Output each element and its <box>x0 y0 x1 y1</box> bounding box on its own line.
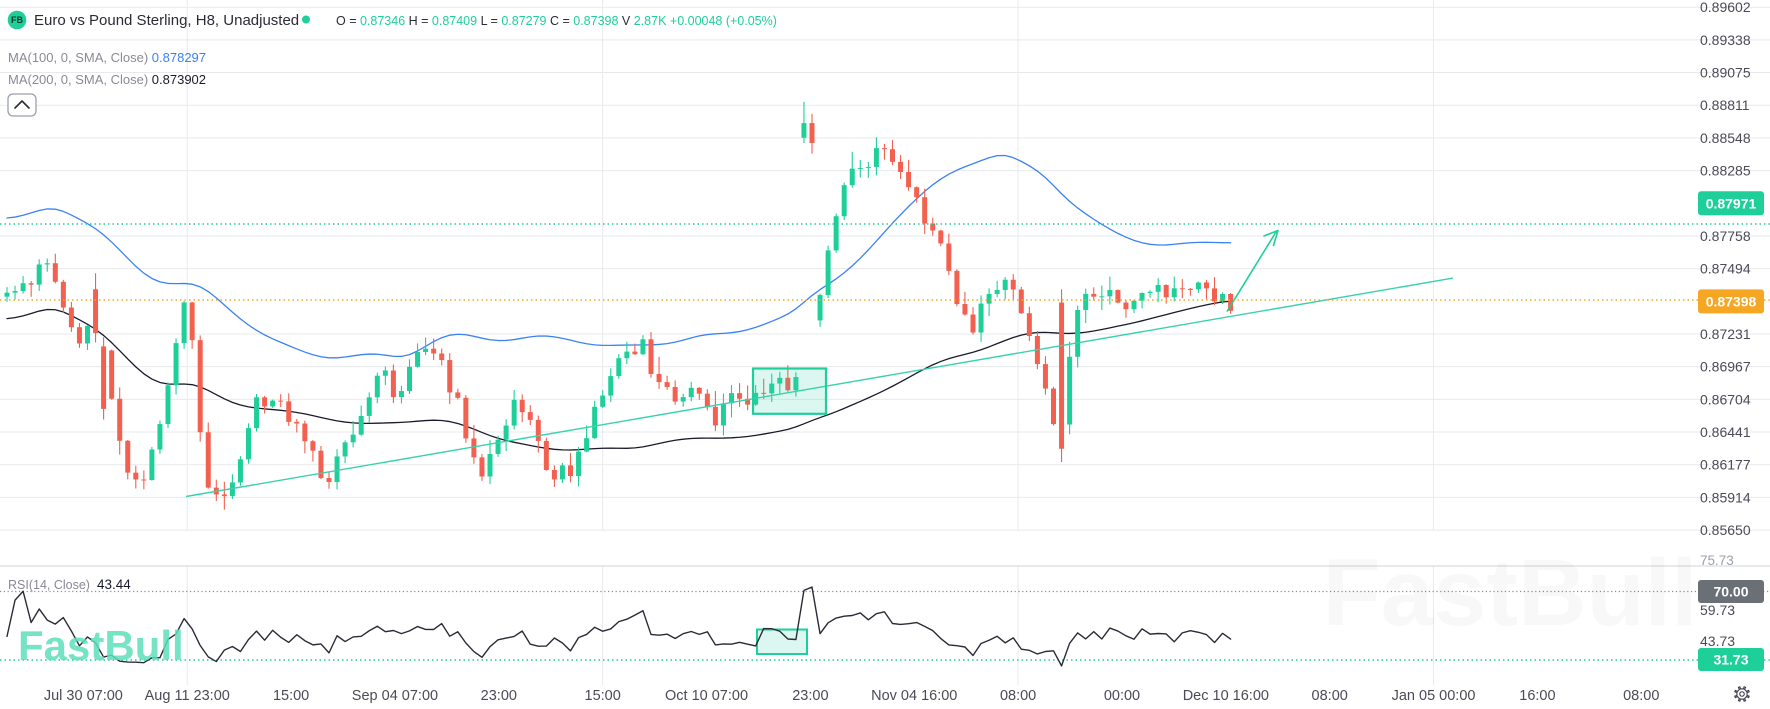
svg-text:0.85914: 0.85914 <box>1700 489 1751 505</box>
svg-text:31.73: 31.73 <box>1713 652 1748 668</box>
svg-text:0.89602: 0.89602 <box>1700 0 1751 15</box>
svg-text:Dec 10 16:00: Dec 10 16:00 <box>1183 688 1269 704</box>
svg-text:43.44: 43.44 <box>97 577 131 592</box>
svg-text:43.73: 43.73 <box>1700 633 1735 649</box>
svg-text:0.87971: 0.87971 <box>1706 195 1757 211</box>
svg-text:0.89338: 0.89338 <box>1700 32 1751 48</box>
svg-text:Jul 30 07:00: Jul 30 07:00 <box>44 688 123 704</box>
svg-text:0.87231: 0.87231 <box>1700 326 1751 342</box>
svg-text:0.85650: 0.85650 <box>1700 522 1751 538</box>
svg-text:0.86441: 0.86441 <box>1700 424 1751 440</box>
svg-text:O = 0.87346 H = 0.87409 L: O = 0.87346 H = 0.87409 L = 0.87279 C = … <box>336 14 777 28</box>
svg-text:Aug 11 23:00: Aug 11 23:00 <box>145 688 230 704</box>
svg-text:0.88811: 0.88811 <box>1700 97 1750 113</box>
svg-text:FastBull: FastBull <box>18 622 184 669</box>
svg-text:75.73: 75.73 <box>1700 553 1734 568</box>
svg-text:08:00: 08:00 <box>1312 688 1348 704</box>
svg-text:00:00: 00:00 <box>1104 688 1140 704</box>
svg-text:Oct 10 07:00: Oct 10 07:00 <box>665 688 748 704</box>
svg-text:0.86177: 0.86177 <box>1700 457 1751 473</box>
svg-text:08:00: 08:00 <box>1623 688 1659 704</box>
svg-text:Euro vs Pound Sterling, H8, Un: Euro vs Pound Sterling, H8, Unadjusted <box>34 12 299 29</box>
svg-text:23:00: 23:00 <box>481 688 517 704</box>
svg-text:Nov 04 16:00: Nov 04 16:00 <box>871 688 957 704</box>
svg-text:16:00: 16:00 <box>1519 688 1555 704</box>
svg-text:0.86967: 0.86967 <box>1700 359 1751 375</box>
svg-text:0.89075: 0.89075 <box>1700 65 1751 81</box>
svg-text:FB: FB <box>11 15 23 25</box>
svg-text:MA(200, 0, SMA, Close) 0.8739: MA(200, 0, SMA, Close) 0.873902 <box>8 72 206 87</box>
svg-text:Sep 04 07:00: Sep 04 07:00 <box>352 688 438 704</box>
svg-text:23:00: 23:00 <box>792 688 828 704</box>
svg-text:0.87494: 0.87494 <box>1700 261 1751 277</box>
svg-text:15:00: 15:00 <box>273 688 309 704</box>
svg-text:15:00: 15:00 <box>585 688 621 704</box>
svg-text:70.00: 70.00 <box>1713 584 1748 600</box>
svg-text:08:00: 08:00 <box>1000 688 1036 704</box>
svg-text:RSI(14, Close): RSI(14, Close) <box>8 578 90 592</box>
svg-text:59.73: 59.73 <box>1700 602 1735 618</box>
svg-text:0.88285: 0.88285 <box>1700 163 1751 179</box>
svg-text:MA(100, 0, SMA, Close) 0.8782: MA(100, 0, SMA, Close) 0.878297 <box>8 50 206 65</box>
svg-text:0.86704: 0.86704 <box>1700 391 1751 407</box>
svg-text:0.87398: 0.87398 <box>1706 293 1757 309</box>
svg-text:0.88548: 0.88548 <box>1700 130 1751 146</box>
svg-text:Jan 05 00:00: Jan 05 00:00 <box>1392 688 1476 704</box>
svg-text:0.87758: 0.87758 <box>1700 228 1751 244</box>
svg-text:FastBull: FastBull <box>1323 540 1698 646</box>
